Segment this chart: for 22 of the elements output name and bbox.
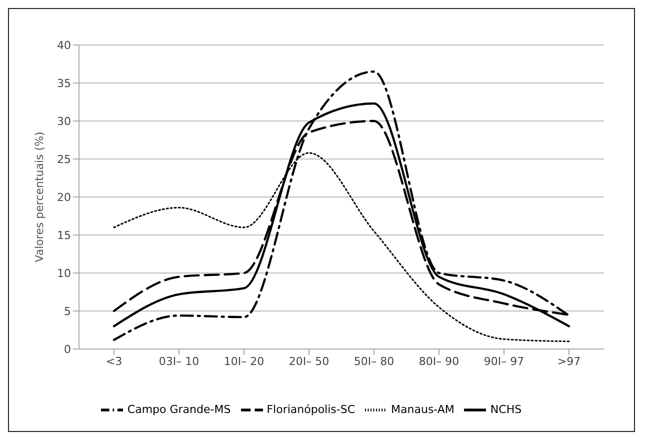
y-tick-label: 10: [57, 266, 71, 280]
x-tick-label: <3: [106, 354, 122, 368]
x-tick-label: 80I– 90: [418, 354, 460, 368]
x-tick-label: >97: [557, 354, 581, 368]
y-tick-label: 5: [64, 304, 71, 318]
y-tick-label: 35: [57, 76, 71, 90]
x-tick-label: 20I– 50: [288, 354, 330, 368]
x-tick-label: 90I– 97: [484, 354, 524, 368]
y-tick-label: 25: [57, 152, 71, 166]
y-tick-label: 30: [57, 114, 71, 128]
x-tick-label: 50I– 80: [354, 354, 394, 368]
y-axis-title: Valores percentuais (%): [32, 132, 46, 262]
y-tick-label: 0: [64, 342, 71, 356]
y-tick-label: 15: [57, 228, 71, 242]
legend-label: NCHS: [490, 403, 522, 416]
x-tick-label: 10I– 20: [224, 354, 264, 368]
y-tick-label: 20: [57, 190, 71, 204]
y-tick-label: 40: [57, 38, 71, 52]
legend-label: Manaus-AM: [391, 403, 454, 416]
legend-label: Florianópolis-SC: [266, 403, 356, 416]
legend-label: Campo Grande-MS: [127, 403, 231, 416]
x-tick-label: 03I– 10: [158, 354, 200, 368]
